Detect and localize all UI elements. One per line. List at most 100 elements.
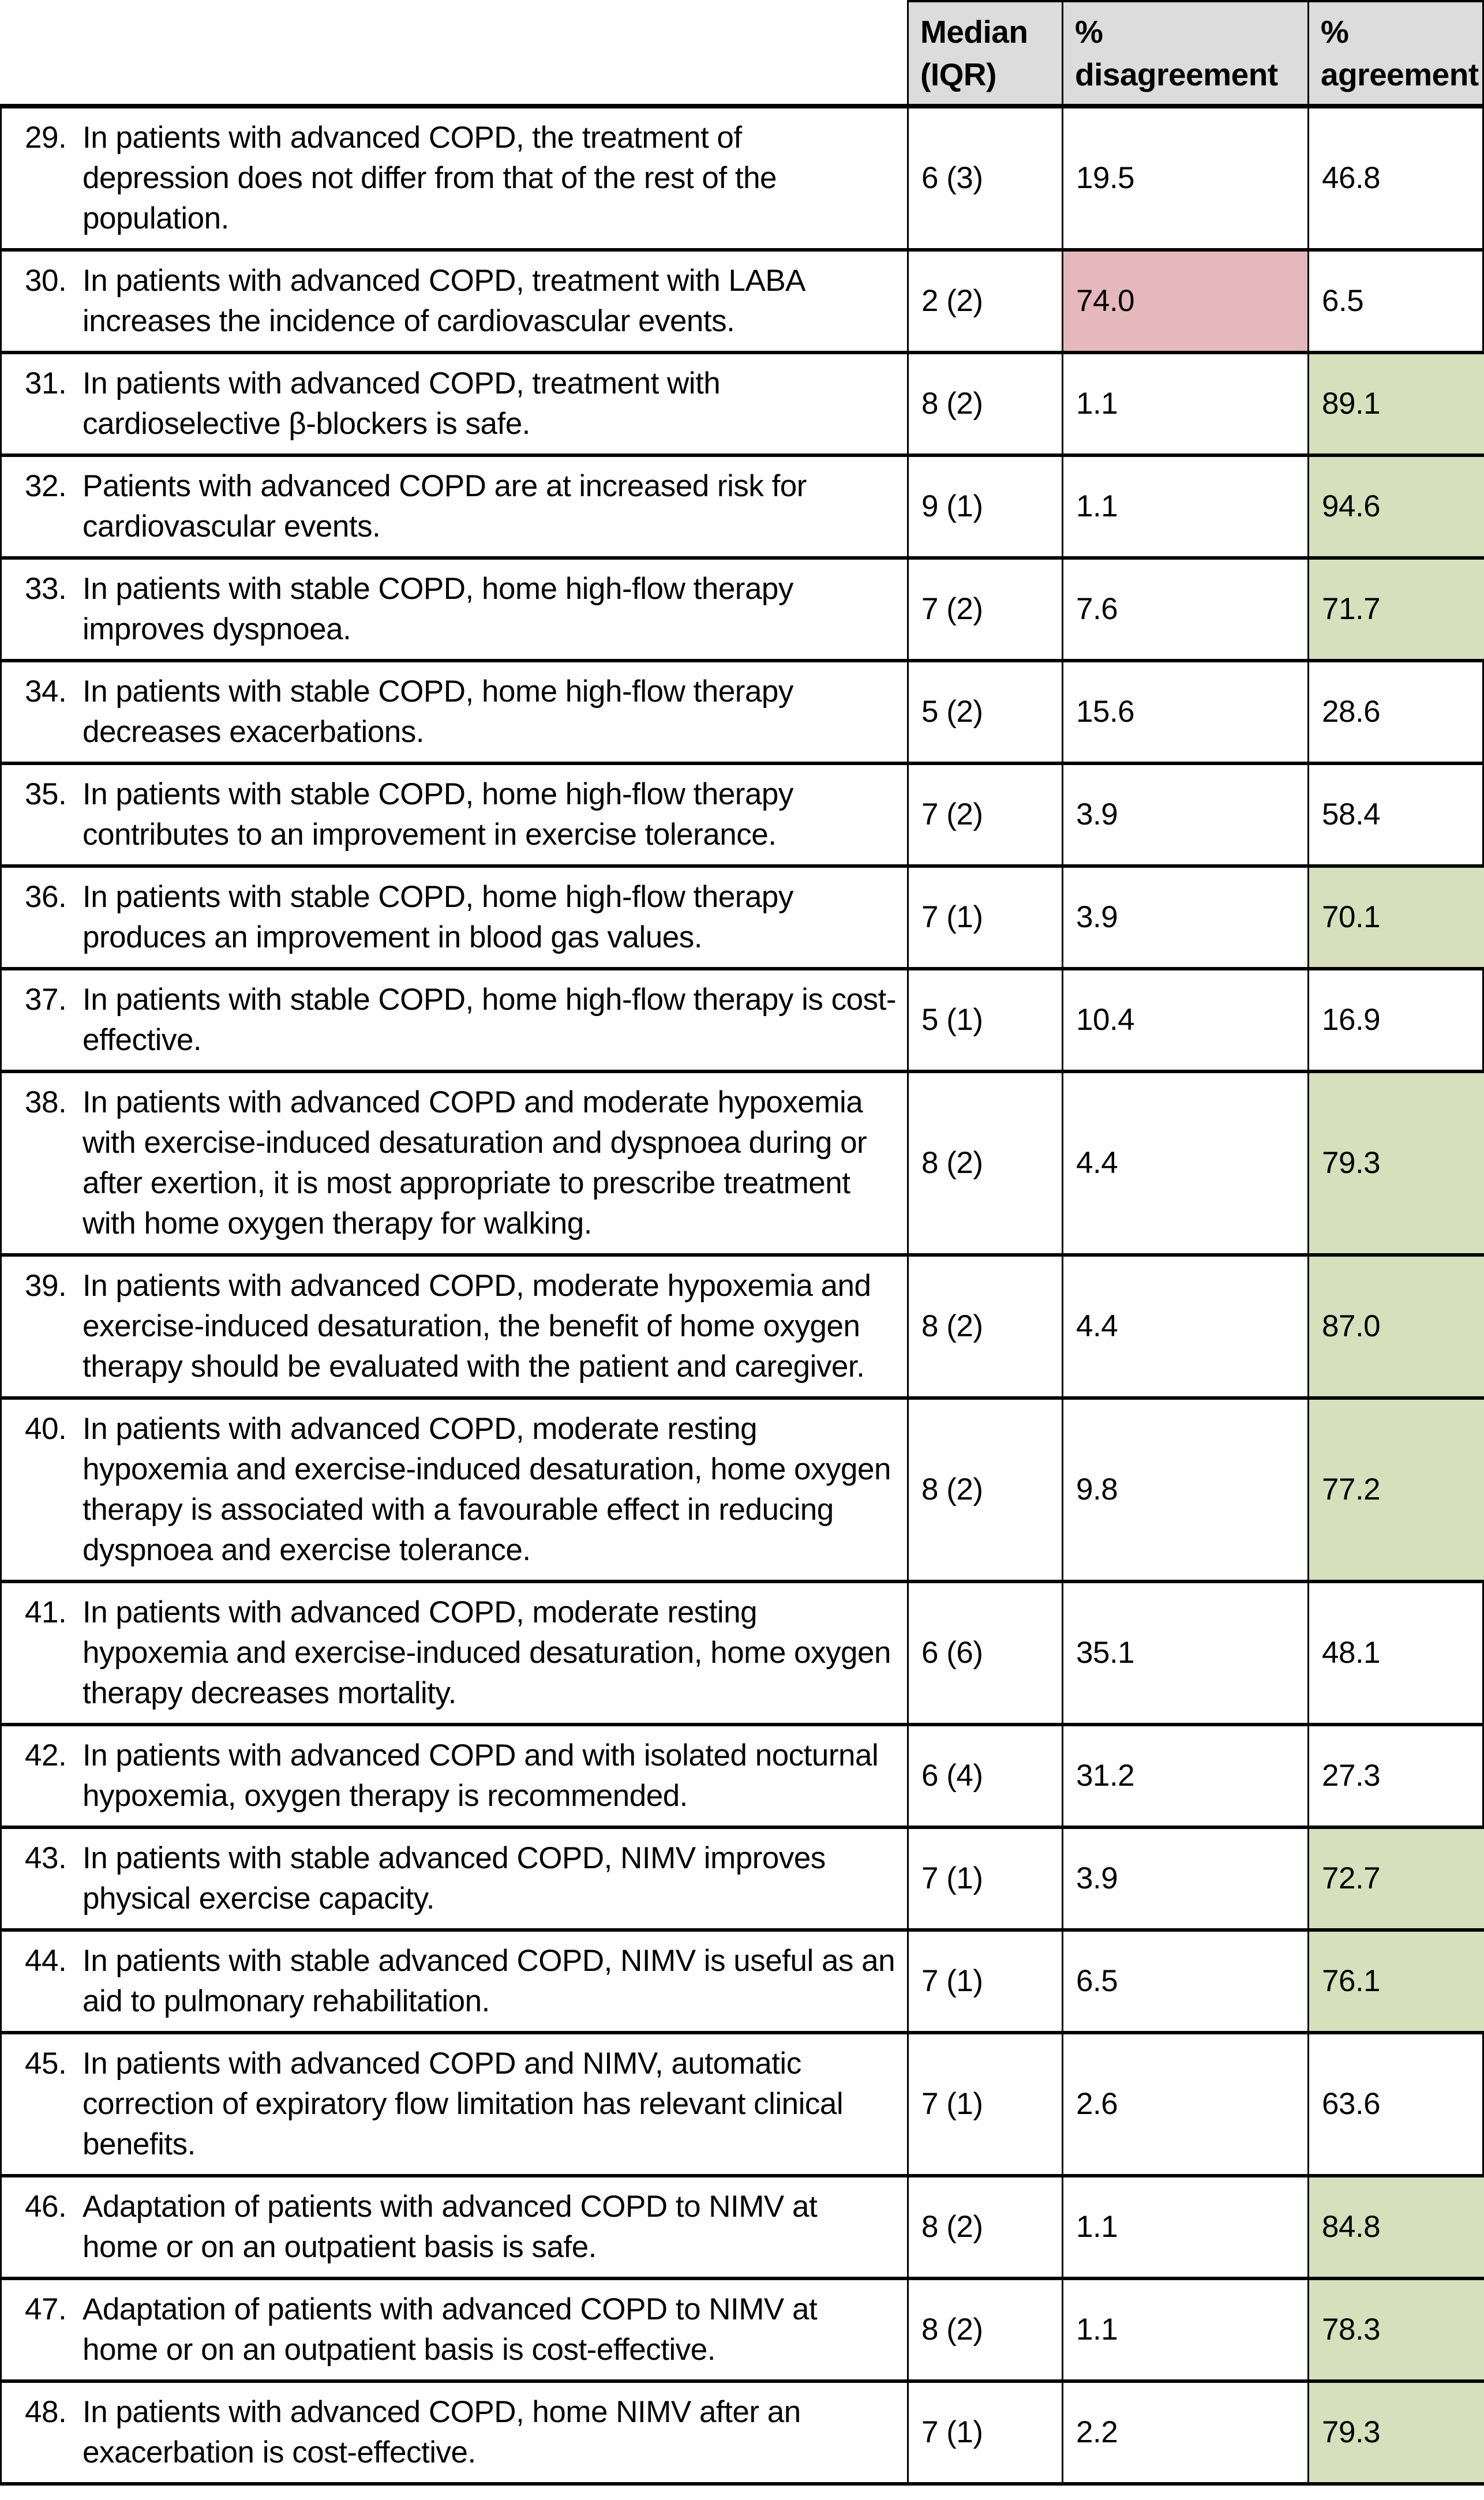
statement-text: In patients with advanced COPD and with … bbox=[83, 1738, 879, 1813]
disagreement-cell: 1.1 bbox=[1062, 2280, 1307, 2379]
statement-text: In patients with advanced COPD, home NIM… bbox=[83, 2395, 801, 2469]
table-row: 46. Adaptation of patients with advanced… bbox=[2, 2174, 1484, 2277]
median-iqr-cell: 7 (1) bbox=[907, 2034, 1062, 2174]
statement-number: 37. bbox=[25, 983, 67, 1017]
table-row: 39. In patients with advanced COPD, mode… bbox=[2, 1253, 1484, 1396]
table-row: 48. In patients with advanced COPD, home… bbox=[2, 2379, 1484, 2482]
statement-cell: 33. In patients with stable COPD, home h… bbox=[2, 560, 907, 659]
disagreement-cell: 10.4 bbox=[1062, 970, 1307, 1070]
agreement-cell: 70.1 bbox=[1307, 868, 1484, 967]
disagreement-cell: 4.4 bbox=[1062, 1257, 1307, 1396]
agreement-cell: 78.3 bbox=[1307, 2280, 1484, 2379]
table-row: 47. Adaptation of patients with advanced… bbox=[2, 2277, 1484, 2379]
statement-text: In patients with stable COPD, home high-… bbox=[83, 983, 896, 1057]
statement-number: 48. bbox=[25, 2395, 67, 2429]
statement-text: In patients with advanced COPD, moderate… bbox=[83, 1595, 891, 1710]
disagreement-cell: 3.9 bbox=[1062, 1829, 1307, 1928]
table-row: 32. Patients with advanced COPD are at i… bbox=[2, 453, 1484, 556]
statement-cell: 38. In patients with advanced COPD and m… bbox=[2, 1073, 907, 1253]
statement-cell: 34. In patients with stable COPD, home h… bbox=[2, 662, 907, 762]
median-iqr-cell: 8 (2) bbox=[907, 2280, 1062, 2379]
statement-cell: 45. In patients with advanced COPD and N… bbox=[2, 2034, 907, 2174]
agreement-cell: 79.3 bbox=[1307, 2383, 1484, 2482]
statement-cell: 48. In patients with advanced COPD, home… bbox=[2, 2383, 907, 2482]
table-row: 31. In patients with advanced COPD, trea… bbox=[2, 351, 1484, 453]
median-iqr-cell: 7 (1) bbox=[907, 1829, 1062, 1928]
col-header-disagreement: % disagreement bbox=[1062, 0, 1307, 104]
statement-number: 45. bbox=[25, 2047, 67, 2081]
statement-number: 39. bbox=[25, 1269, 67, 1303]
median-iqr-cell: 5 (2) bbox=[907, 662, 1062, 762]
disagreement-cell: 1.1 bbox=[1062, 354, 1307, 453]
statement-text: In patients with advanced COPD, moderate… bbox=[83, 1412, 891, 1567]
disagreement-cell: 1.1 bbox=[1062, 2177, 1307, 2277]
median-iqr-cell: 7 (1) bbox=[907, 868, 1062, 967]
disagreement-cell: 2.2 bbox=[1062, 2383, 1307, 2482]
statement-text: In patients with advanced COPD and moder… bbox=[83, 1085, 867, 1240]
statement-text: In patients with stable COPD, home high-… bbox=[83, 572, 793, 646]
table-header-row: Median (IQR) % disagreement % agreement bbox=[0, 0, 1484, 104]
table-body: 29. In patients with advanced COPD, the … bbox=[0, 104, 1484, 2486]
median-iqr-cell: 7 (1) bbox=[907, 2383, 1062, 2482]
agreement-cell: 77.2 bbox=[1307, 1400, 1484, 1580]
agreement-cell: 89.1 bbox=[1307, 354, 1484, 453]
median-iqr-cell: 7 (1) bbox=[907, 1932, 1062, 2031]
statement-text: In patients with advanced COPD and NIMV,… bbox=[83, 2047, 844, 2161]
agreement-cell: 6.5 bbox=[1307, 252, 1484, 351]
disagreement-cell: 1.1 bbox=[1062, 457, 1307, 556]
table-row: 37. In patients with stable COPD, home h… bbox=[2, 967, 1482, 1070]
agreement-cell: 79.3 bbox=[1307, 1073, 1484, 1253]
statement-number: 35. bbox=[25, 777, 67, 811]
statement-header-spacer bbox=[0, 0, 907, 104]
disagreement-cell: 15.6 bbox=[1062, 662, 1307, 762]
statement-text: In patients with advanced COPD, treatmen… bbox=[83, 366, 721, 441]
agreement-cell: 87.0 bbox=[1307, 1257, 1484, 1396]
statement-cell: 41. In patients with advanced COPD, mode… bbox=[2, 1583, 907, 1723]
agreement-cell: 72.7 bbox=[1307, 1829, 1484, 1928]
disagreement-cell: 3.9 bbox=[1062, 868, 1307, 967]
agreement-cell: 46.8 bbox=[1307, 108, 1484, 248]
median-iqr-cell: 6 (6) bbox=[907, 1583, 1062, 1723]
agreement-cell: 58.4 bbox=[1307, 765, 1484, 864]
agreement-cell: 76.1 bbox=[1307, 1932, 1484, 2031]
statement-cell: 29. In patients with advanced COPD, the … bbox=[2, 108, 907, 248]
table-row: 42. In patients with advanced COPD and w… bbox=[2, 1723, 1482, 1826]
median-iqr-cell: 7 (2) bbox=[907, 560, 1062, 659]
statement-text: In patients with stable COPD, home high-… bbox=[83, 777, 793, 852]
table-row: 43. In patients with stable advanced COP… bbox=[2, 1826, 1484, 1928]
agreement-cell: 94.6 bbox=[1307, 457, 1484, 556]
statement-text: In patients with stable COPD, home high-… bbox=[83, 880, 793, 954]
statement-number: 36. bbox=[25, 880, 67, 914]
table-row: 35. In patients with stable COPD, home h… bbox=[2, 762, 1482, 864]
statement-cell: 31. In patients with advanced COPD, trea… bbox=[2, 354, 907, 453]
table-row: 29. In patients with advanced COPD, the … bbox=[2, 108, 1482, 248]
table-row: 30. In patients with advanced COPD, trea… bbox=[2, 248, 1482, 351]
agreement-cell: 84.8 bbox=[1307, 2177, 1484, 2277]
agreement-cell: 48.1 bbox=[1307, 1583, 1484, 1723]
table-row: 44. In patients with stable advanced COP… bbox=[2, 1928, 1484, 2031]
median-iqr-cell: 9 (1) bbox=[907, 457, 1062, 556]
median-iqr-cell: 8 (2) bbox=[907, 1400, 1062, 1580]
disagreement-cell: 7.6 bbox=[1062, 560, 1307, 659]
table-row: 34. In patients with stable COPD, home h… bbox=[2, 659, 1482, 762]
disagreement-cell: 19.5 bbox=[1062, 108, 1307, 248]
disagreement-cell: 4.4 bbox=[1062, 1073, 1307, 1253]
statement-cell: 46. Adaptation of patients with advanced… bbox=[2, 2177, 907, 2277]
agreement-cell: 16.9 bbox=[1307, 970, 1484, 1070]
statement-number: 42. bbox=[25, 1738, 67, 1772]
statement-text: Adaptation of patients with advanced COP… bbox=[83, 2190, 818, 2264]
statement-number: 41. bbox=[25, 1595, 67, 1629]
statement-cell: 43. In patients with stable advanced COP… bbox=[2, 1829, 907, 1928]
statement-number: 33. bbox=[25, 572, 67, 606]
agreement-cell: 28.6 bbox=[1307, 662, 1484, 762]
statement-number: 32. bbox=[25, 469, 67, 503]
statement-number: 46. bbox=[25, 2190, 67, 2224]
disagreement-cell: 31.2 bbox=[1062, 1726, 1307, 1826]
median-iqr-cell: 8 (2) bbox=[907, 354, 1062, 453]
col-header-agreement: % agreement bbox=[1307, 0, 1484, 104]
statement-number: 34. bbox=[25, 674, 67, 709]
statement-number: 31. bbox=[25, 366, 67, 400]
statement-text: In patients with stable advanced COPD, N… bbox=[83, 1841, 826, 1916]
statement-number: 43. bbox=[25, 1841, 67, 1875]
